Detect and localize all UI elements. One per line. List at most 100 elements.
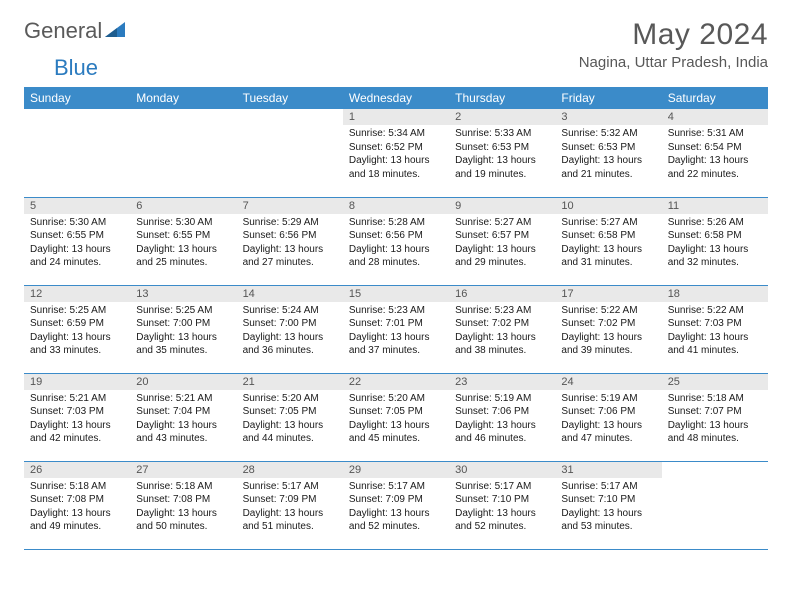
week-row: 26Sunrise: 5:18 AMSunset: 7:08 PMDayligh… [24,461,768,549]
sunrise-text: Sunrise: 5:18 AM [668,392,762,406]
sunrise-text: Sunrise: 5:17 AM [349,480,443,494]
daylight-line1: Daylight: 13 hours [455,243,549,257]
sunset-text: Sunset: 7:02 PM [455,317,549,331]
daylight-line1: Daylight: 13 hours [668,243,762,257]
day-cell: 25Sunrise: 5:18 AMSunset: 7:07 PMDayligh… [662,373,768,461]
sunrise-text: Sunrise: 5:22 AM [668,304,762,318]
week-row: 19Sunrise: 5:21 AMSunset: 7:03 PMDayligh… [24,373,768,461]
sunset-text: Sunset: 7:10 PM [561,493,655,507]
sunset-text: Sunset: 7:03 PM [30,405,124,419]
day-body: Sunrise: 5:18 AMSunset: 7:07 PMDaylight:… [662,390,768,450]
location-text: Nagina, Uttar Pradesh, India [579,54,768,71]
day-cell: 31Sunrise: 5:17 AMSunset: 7:10 PMDayligh… [555,461,661,549]
daylight-line1: Daylight: 13 hours [30,419,124,433]
week-row: 1Sunrise: 5:34 AMSunset: 6:52 PMDaylight… [24,109,768,197]
day-header-row: Sunday Monday Tuesday Wednesday Thursday… [24,87,768,109]
sunset-text: Sunset: 7:08 PM [30,493,124,507]
sunset-text: Sunset: 7:07 PM [668,405,762,419]
day-body: Sunrise: 5:32 AMSunset: 6:53 PMDaylight:… [555,125,661,185]
sunset-text: Sunset: 6:56 PM [349,229,443,243]
sunrise-text: Sunrise: 5:28 AM [349,216,443,230]
day-body: Sunrise: 5:17 AMSunset: 7:09 PMDaylight:… [343,478,449,538]
day-cell: 12Sunrise: 5:25 AMSunset: 6:59 PMDayligh… [24,285,130,373]
day-body: Sunrise: 5:19 AMSunset: 7:06 PMDaylight:… [555,390,661,450]
daylight-line2: and 42 minutes. [30,432,124,446]
day-number: 16 [449,286,555,302]
sunrise-text: Sunrise: 5:23 AM [349,304,443,318]
daylight-line2: and 53 minutes. [561,520,655,534]
daylight-line1: Daylight: 13 hours [561,419,655,433]
sunrise-text: Sunrise: 5:17 AM [243,480,337,494]
daylight-line2: and 35 minutes. [136,344,230,358]
daylight-line2: and 49 minutes. [30,520,124,534]
daylight-line2: and 25 minutes. [136,256,230,270]
day-cell: 14Sunrise: 5:24 AMSunset: 7:00 PMDayligh… [237,285,343,373]
day-number: 4 [662,109,768,125]
day-body: Sunrise: 5:25 AMSunset: 7:00 PMDaylight:… [130,302,236,362]
day-body: Sunrise: 5:24 AMSunset: 7:00 PMDaylight:… [237,302,343,362]
sunset-text: Sunset: 7:00 PM [136,317,230,331]
daylight-line2: and 28 minutes. [349,256,443,270]
sunrise-text: Sunrise: 5:26 AM [668,216,762,230]
day-number: 3 [555,109,661,125]
day-number: 2 [449,109,555,125]
day-body: Sunrise: 5:31 AMSunset: 6:54 PMDaylight:… [662,125,768,185]
day-body: Sunrise: 5:17 AMSunset: 7:09 PMDaylight:… [237,478,343,538]
day-cell: 24Sunrise: 5:19 AMSunset: 7:06 PMDayligh… [555,373,661,461]
sunrise-text: Sunrise: 5:21 AM [136,392,230,406]
daylight-line2: and 50 minutes. [136,520,230,534]
day-number: 10 [555,198,661,214]
sunrise-text: Sunrise: 5:23 AM [455,304,549,318]
day-body: Sunrise: 5:27 AMSunset: 6:57 PMDaylight:… [449,214,555,274]
day-number: 24 [555,374,661,390]
day-number: 9 [449,198,555,214]
day-cell: 28Sunrise: 5:17 AMSunset: 7:09 PMDayligh… [237,461,343,549]
sunrise-text: Sunrise: 5:20 AM [349,392,443,406]
daylight-line1: Daylight: 13 hours [30,331,124,345]
daylight-line2: and 32 minutes. [668,256,762,270]
dayhead-mon: Monday [130,87,236,109]
day-cell: 17Sunrise: 5:22 AMSunset: 7:02 PMDayligh… [555,285,661,373]
daylight-line2: and 43 minutes. [136,432,230,446]
day-number: 22 [343,374,449,390]
daylight-line2: and 45 minutes. [349,432,443,446]
sunrise-text: Sunrise: 5:17 AM [455,480,549,494]
daylight-line2: and 29 minutes. [455,256,549,270]
day-body: Sunrise: 5:26 AMSunset: 6:58 PMDaylight:… [662,214,768,274]
day-cell: 4Sunrise: 5:31 AMSunset: 6:54 PMDaylight… [662,109,768,197]
daylight-line1: Daylight: 13 hours [668,154,762,168]
day-cell: 15Sunrise: 5:23 AMSunset: 7:01 PMDayligh… [343,285,449,373]
logo-triangle-icon [105,18,125,44]
daylight-line2: and 39 minutes. [561,344,655,358]
daylight-line2: and 52 minutes. [455,520,549,534]
sunrise-text: Sunrise: 5:18 AM [136,480,230,494]
sunset-text: Sunset: 7:03 PM [668,317,762,331]
sunset-text: Sunset: 6:59 PM [30,317,124,331]
day-body: Sunrise: 5:28 AMSunset: 6:56 PMDaylight:… [343,214,449,274]
day-number: 30 [449,462,555,478]
day-body: Sunrise: 5:18 AMSunset: 7:08 PMDaylight:… [130,478,236,538]
day-number: 11 [662,198,768,214]
day-number: 27 [130,462,236,478]
daylight-line1: Daylight: 13 hours [136,331,230,345]
day-cell [237,109,343,197]
sunrise-text: Sunrise: 5:31 AM [668,127,762,141]
daylight-line1: Daylight: 13 hours [136,419,230,433]
week-row: 5Sunrise: 5:30 AMSunset: 6:55 PMDaylight… [24,197,768,285]
daylight-line2: and 21 minutes. [561,168,655,182]
day-body: Sunrise: 5:21 AMSunset: 7:03 PMDaylight:… [24,390,130,450]
daylight-line2: and 41 minutes. [668,344,762,358]
day-number: 29 [343,462,449,478]
daylight-line1: Daylight: 13 hours [243,419,337,433]
daylight-line2: and 48 minutes. [668,432,762,446]
sunset-text: Sunset: 6:54 PM [668,141,762,155]
daylight-line1: Daylight: 13 hours [349,331,443,345]
day-cell: 18Sunrise: 5:22 AMSunset: 7:03 PMDayligh… [662,285,768,373]
day-number: 1 [343,109,449,125]
day-number: 19 [24,374,130,390]
daylight-line2: and 51 minutes. [243,520,337,534]
sunset-text: Sunset: 7:02 PM [561,317,655,331]
daylight-line1: Daylight: 13 hours [349,243,443,257]
dayhead-sun: Sunday [24,87,130,109]
day-number: 6 [130,198,236,214]
